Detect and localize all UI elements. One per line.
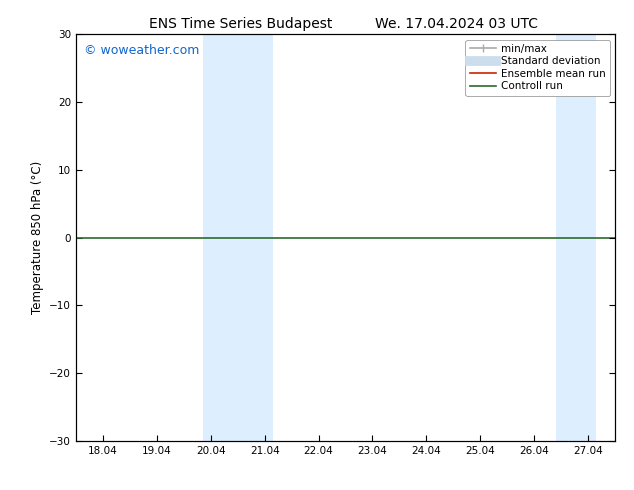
Bar bbox=[203, 34, 273, 441]
Text: We. 17.04.2024 03 UTC: We. 17.04.2024 03 UTC bbox=[375, 17, 538, 31]
Text: © woweather.com: © woweather.com bbox=[84, 45, 200, 57]
Text: ENS Time Series Budapest: ENS Time Series Budapest bbox=[149, 17, 333, 31]
Y-axis label: Temperature 850 hPa (°C): Temperature 850 hPa (°C) bbox=[31, 161, 44, 314]
Legend: min/max, Standard deviation, Ensemble mean run, Controll run: min/max, Standard deviation, Ensemble me… bbox=[465, 40, 610, 96]
Bar bbox=[555, 34, 596, 441]
